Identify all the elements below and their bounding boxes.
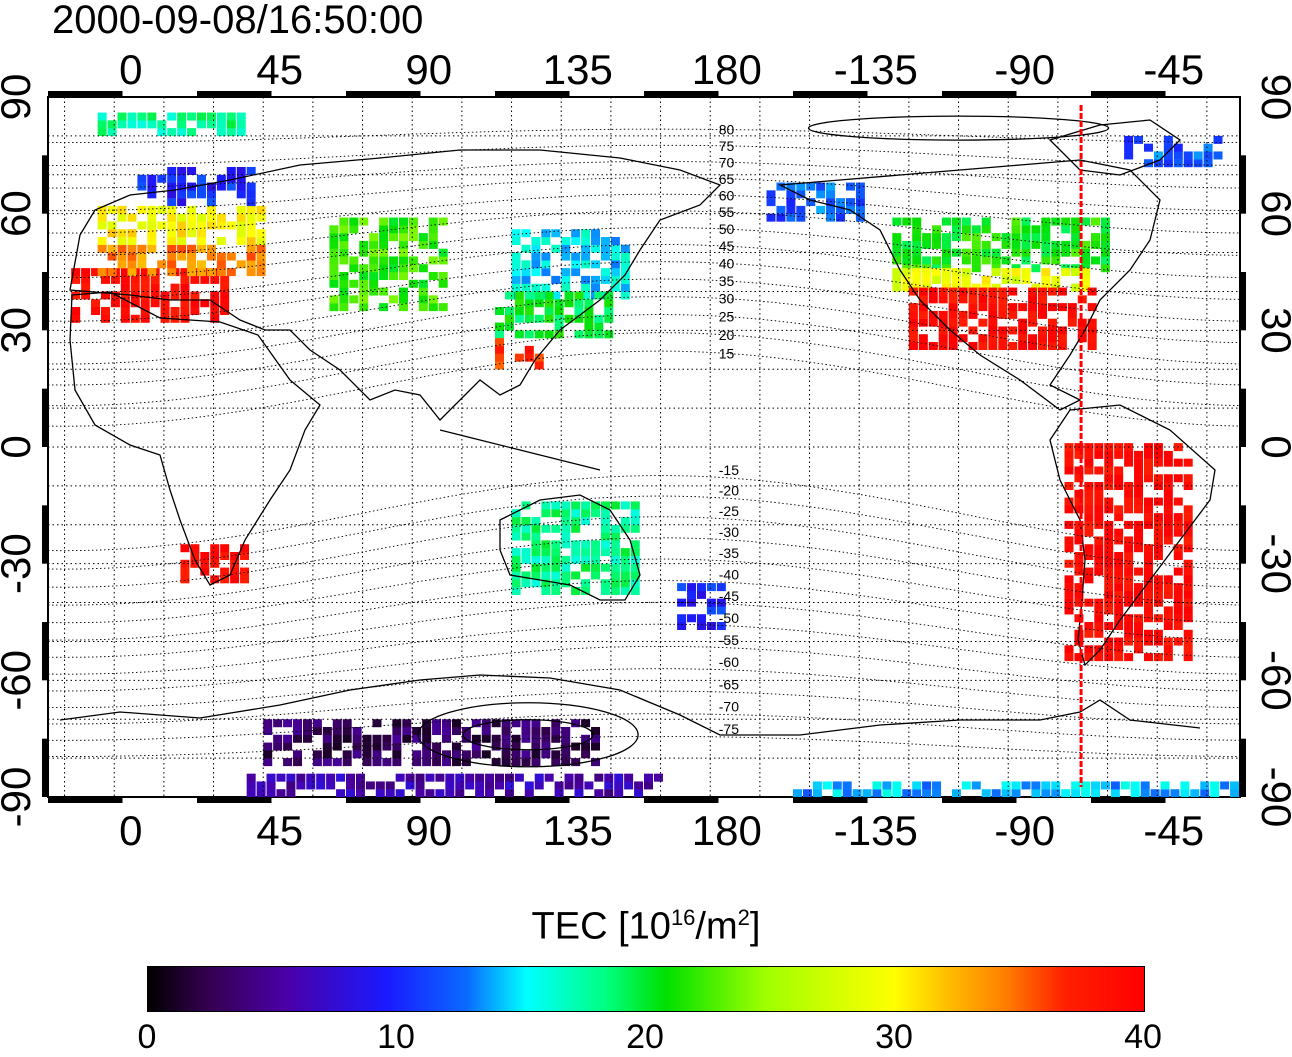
graticule — [48, 97, 1240, 797]
left-lat-label: -60 — [0, 650, 39, 711]
bottom-lon-label: -45 — [1143, 807, 1204, 854]
contour-label: 75 — [719, 138, 735, 154]
contour-label: 55 — [719, 204, 735, 220]
top-lon-label: -45 — [1143, 46, 1204, 93]
tec-patch-south-china — [495, 338, 544, 370]
tec-patch-east-asia-central — [495, 291, 614, 339]
left-lat-label: 90 — [0, 74, 39, 121]
north-america-coastline — [777, 159, 1161, 411]
tec-map: 8075706560555045403530252015-15-20-25-30… — [0, 46, 1292, 854]
contour-label: -55 — [719, 632, 739, 648]
left-lat-label: -90 — [0, 767, 39, 828]
right-lat-label: 60 — [1253, 190, 1292, 237]
contour-label: -25 — [719, 503, 739, 519]
axis-labels: 0 0 45 45 90 90 135 135 180 180 -135 -135 -90 -90 -45 -… — [0, 46, 1292, 854]
colorbar — [147, 966, 1145, 1012]
tec-patch-greenland-coast — [1124, 135, 1223, 168]
contour-label: -20 — [719, 482, 739, 498]
tec-patch-arctic-europe — [97, 112, 246, 137]
contour-label: -65 — [719, 676, 739, 692]
tec-patch-antarctic-band-east — [246, 773, 663, 797]
bottom-lon-label: 0 — [119, 807, 142, 854]
bottom-lon-label: 90 — [405, 807, 452, 854]
top-lon-label: 45 — [256, 46, 303, 93]
colorbar-tick-label: 30 — [875, 1018, 913, 1056]
colorbar-tick-label: 10 — [377, 1018, 415, 1056]
africa-coastline — [69, 291, 321, 586]
right-lat-label: 90 — [1253, 74, 1292, 121]
right-lat-label: -60 — [1253, 650, 1292, 711]
contour-label: -70 — [719, 699, 739, 715]
left-lat-label: 60 — [0, 190, 39, 237]
tec-patch-europe-central — [97, 244, 266, 277]
top-lon-label: 90 — [405, 46, 452, 93]
top-lon-label: -135 — [834, 46, 918, 93]
right-lat-label: 0 — [1253, 435, 1292, 458]
contour-label: 80 — [719, 122, 735, 138]
indonesia-coastline — [439, 429, 601, 471]
contour-label: 30 — [719, 291, 735, 307]
bottom-lon-label: 180 — [692, 807, 762, 854]
contour-label: -75 — [719, 721, 739, 737]
contour-label: 40 — [719, 255, 735, 271]
top-lon-label: 135 — [543, 46, 613, 93]
contour-label: 60 — [719, 187, 735, 203]
colorbar-tick-label: 20 — [626, 1018, 664, 1056]
tec-patch-antarctic-band-west — [793, 781, 1240, 797]
contour-label: 15 — [719, 345, 735, 361]
right-lat-label: -90 — [1253, 767, 1292, 828]
tec-patch-australia — [511, 501, 640, 595]
top-lon-label: 0 — [119, 46, 142, 93]
tec-patch-north-america-south — [908, 287, 1097, 350]
tec-patch-scandinavia — [137, 167, 256, 207]
timestamp-title: 2000-09-08/16:50:00 — [52, 0, 424, 42]
australia-coastline — [499, 494, 641, 601]
colorbar-title: TEC [1016/m2] — [531, 905, 761, 948]
left-lat-label: 0 — [0, 435, 39, 458]
right-lat-label: 30 — [1253, 307, 1292, 354]
axis-tick-marks — [42, 91, 1246, 803]
tec-patch-south-africa — [180, 544, 250, 584]
south-america-coastline — [1049, 404, 1216, 667]
contour-label: 65 — [719, 171, 735, 187]
contour-label: -35 — [719, 545, 739, 561]
greenland-coastline — [1048, 119, 1182, 176]
contour-label: 70 — [719, 154, 735, 170]
tec-patch-antarctica-east — [263, 719, 601, 767]
bottom-lon-label: -90 — [994, 807, 1055, 854]
bottom-lon-label: 135 — [543, 807, 613, 854]
top-lon-label: 180 — [692, 46, 762, 93]
contour-label: -50 — [719, 610, 739, 626]
colorbar-tick-label: 40 — [1124, 1018, 1162, 1056]
right-lat-label: -30 — [1253, 533, 1292, 594]
contour-label: -15 — [719, 462, 739, 478]
contour-label: -40 — [719, 567, 739, 583]
tec-patch-russia-west — [329, 217, 448, 312]
tec-data-layer — [71, 112, 1240, 797]
contour-label: -45 — [719, 588, 739, 604]
top-lon-label: -90 — [994, 46, 1055, 93]
eurasia-coastline — [69, 149, 722, 421]
contour-label: 20 — [719, 327, 735, 343]
colorbar-tick-label: 0 — [137, 1018, 157, 1056]
antarctica-coastline — [59, 674, 1201, 736]
tec-patch-east-asia-north — [511, 229, 630, 300]
contour-label: -60 — [719, 654, 739, 670]
bottom-lon-label: 45 — [256, 807, 303, 854]
contour-label: 35 — [719, 273, 735, 289]
contour-label: 45 — [719, 238, 735, 254]
left-lat-label: 30 — [0, 307, 39, 354]
tec-patch-europe-north — [97, 205, 266, 245]
contour-label: 25 — [719, 309, 735, 325]
contour-label: 50 — [719, 221, 735, 237]
contour-label: -30 — [719, 524, 739, 540]
left-lat-label: -30 — [0, 533, 39, 594]
bottom-lon-label: -135 — [834, 807, 918, 854]
coastlines — [59, 119, 1216, 736]
